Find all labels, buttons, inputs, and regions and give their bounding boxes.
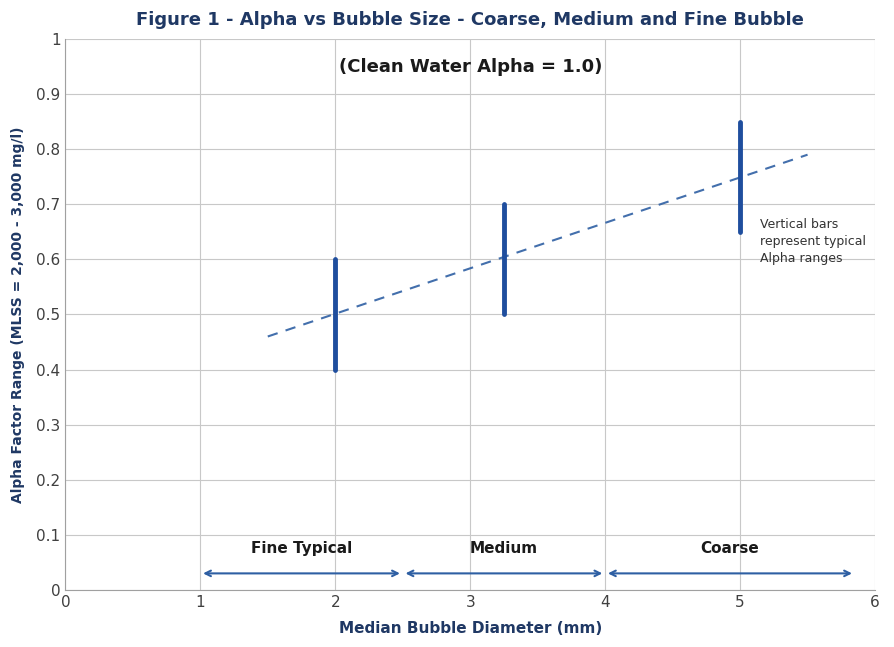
Text: (Clean Water Alpha = 1.0): (Clean Water Alpha = 1.0)	[339, 58, 602, 76]
Text: Vertical bars
represent typical
Alpha ranges: Vertical bars represent typical Alpha ra…	[760, 218, 866, 265]
X-axis label: Median Bubble Diameter (mm): Median Bubble Diameter (mm)	[339, 621, 602, 636]
Title: Figure 1 - Alpha vs Bubble Size - Coarse, Medium and Fine Bubble: Figure 1 - Alpha vs Bubble Size - Coarse…	[136, 11, 804, 29]
Text: Medium: Medium	[470, 541, 538, 556]
Y-axis label: Alpha Factor Range (MLSS = 2,000 - 3,000 mg/l): Alpha Factor Range (MLSS = 2,000 - 3,000…	[11, 126, 25, 503]
Text: Fine Typical: Fine Typical	[251, 541, 352, 556]
Text: Coarse: Coarse	[700, 541, 759, 556]
